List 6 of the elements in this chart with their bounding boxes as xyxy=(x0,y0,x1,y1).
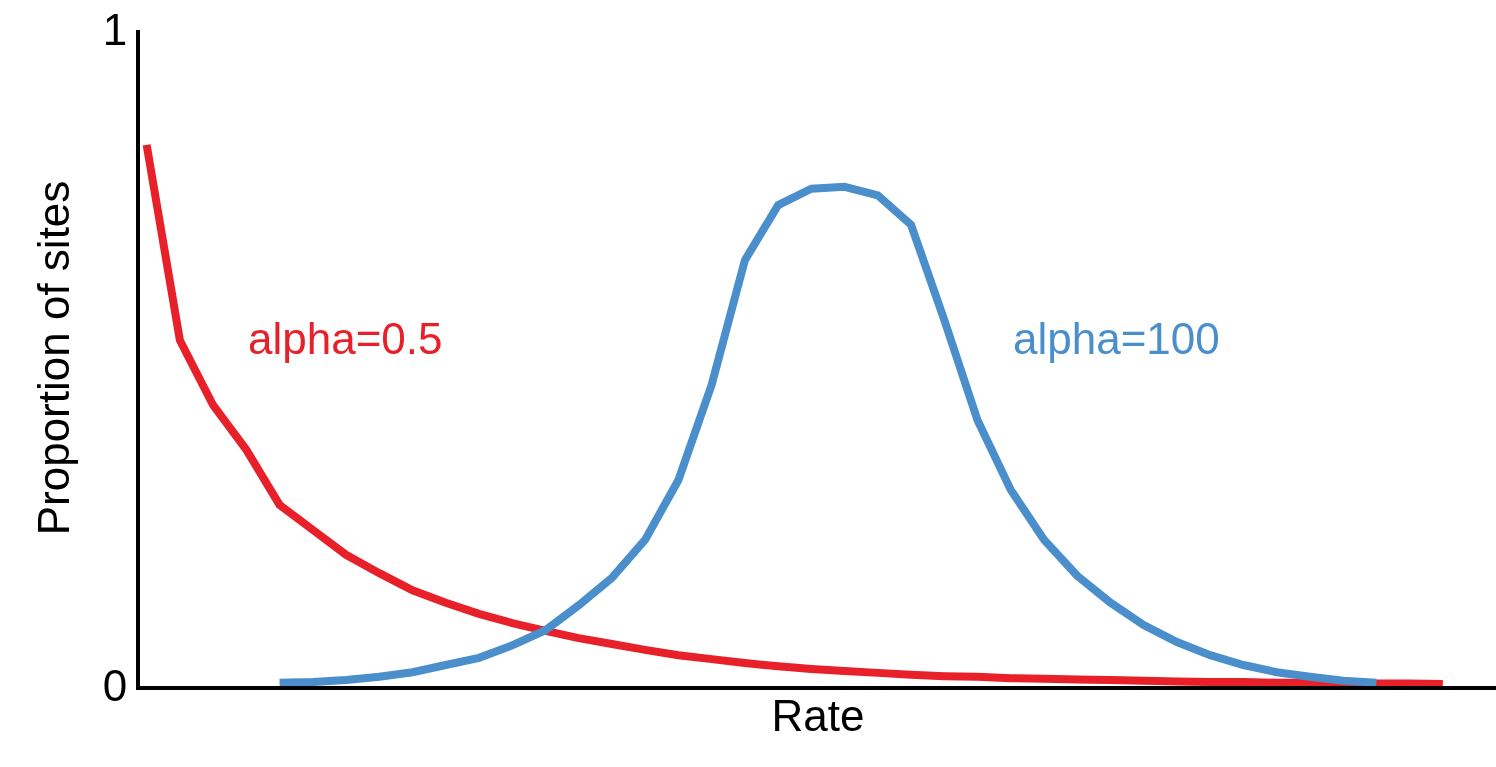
y-tick-label: 0 xyxy=(102,661,128,711)
y-axis-title: Proportion of sites xyxy=(29,180,79,536)
y-tick-label: 1 xyxy=(102,5,128,55)
x-axis-title: Rate xyxy=(771,691,865,741)
series-label: alpha=100 xyxy=(1013,314,1220,363)
series-label: alpha=0.5 xyxy=(248,314,443,363)
